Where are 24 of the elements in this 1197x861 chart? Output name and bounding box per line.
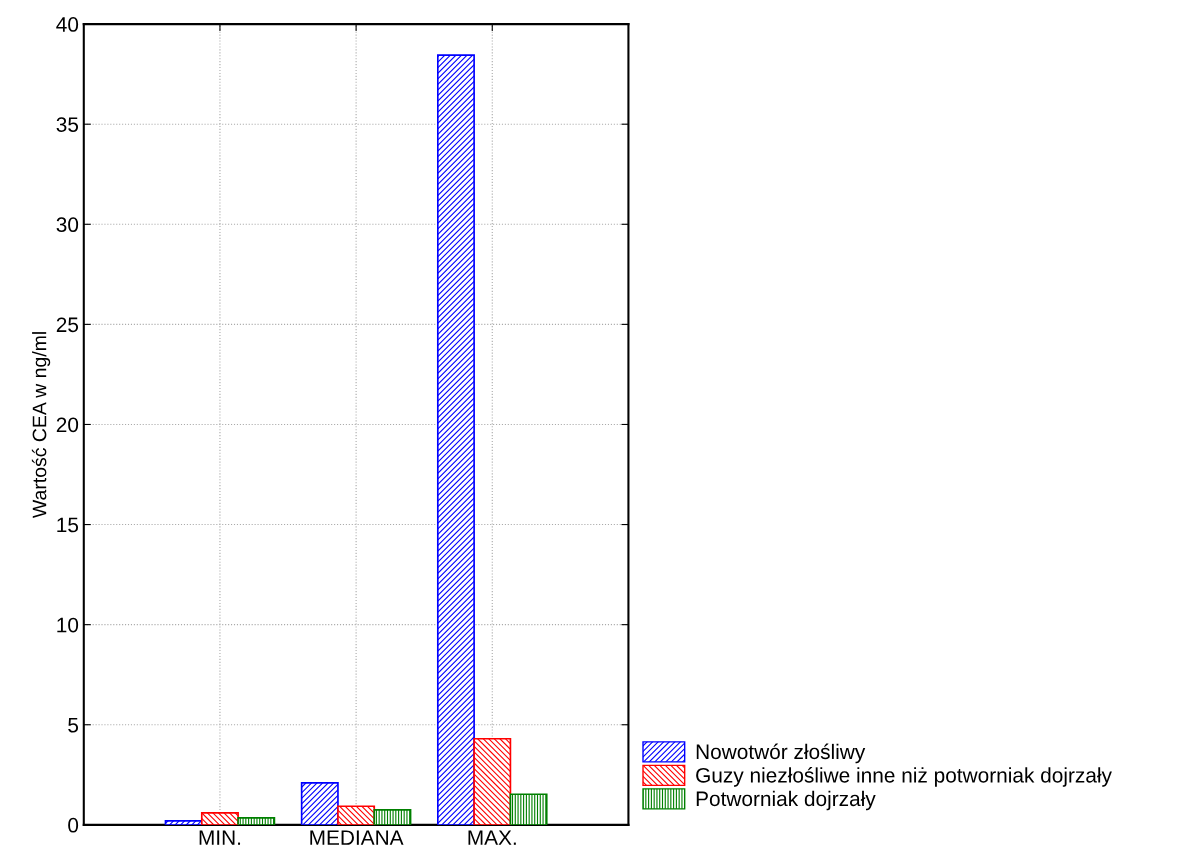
legend-label: Potworniak dojrzały xyxy=(696,790,876,811)
y-axis-title: Wartość CEA w ng/ml xyxy=(31,332,51,519)
y-tick-label: 30 xyxy=(56,217,79,233)
y-tick-label: 25 xyxy=(56,317,79,333)
y-tick-label: 35 xyxy=(56,117,79,132)
y-tick-label: 20 xyxy=(56,417,79,433)
y-tick-label: 5 xyxy=(68,717,79,733)
bar xyxy=(337,805,376,825)
y-tick-label: 15 xyxy=(57,517,79,533)
bar xyxy=(300,781,339,825)
y-tick-label: 0 xyxy=(68,817,79,833)
legend-label: Nowotwór złośliwy xyxy=(696,743,866,764)
bar xyxy=(509,793,548,825)
y-tick-label: 40 xyxy=(56,17,79,32)
x-tick-label: MIN. xyxy=(199,830,241,845)
x-tick-label: MEDIANA xyxy=(310,830,404,845)
x-tick-label: MAX. xyxy=(468,830,516,845)
bar xyxy=(473,737,512,825)
legend-label: Guzy niezłośliwe inne niż potworniak dojrzały xyxy=(696,767,1112,787)
y-tick-label: 10 xyxy=(57,617,79,633)
bar xyxy=(373,808,412,825)
bar xyxy=(237,816,276,825)
bar xyxy=(436,54,475,825)
bar xyxy=(200,811,239,825)
